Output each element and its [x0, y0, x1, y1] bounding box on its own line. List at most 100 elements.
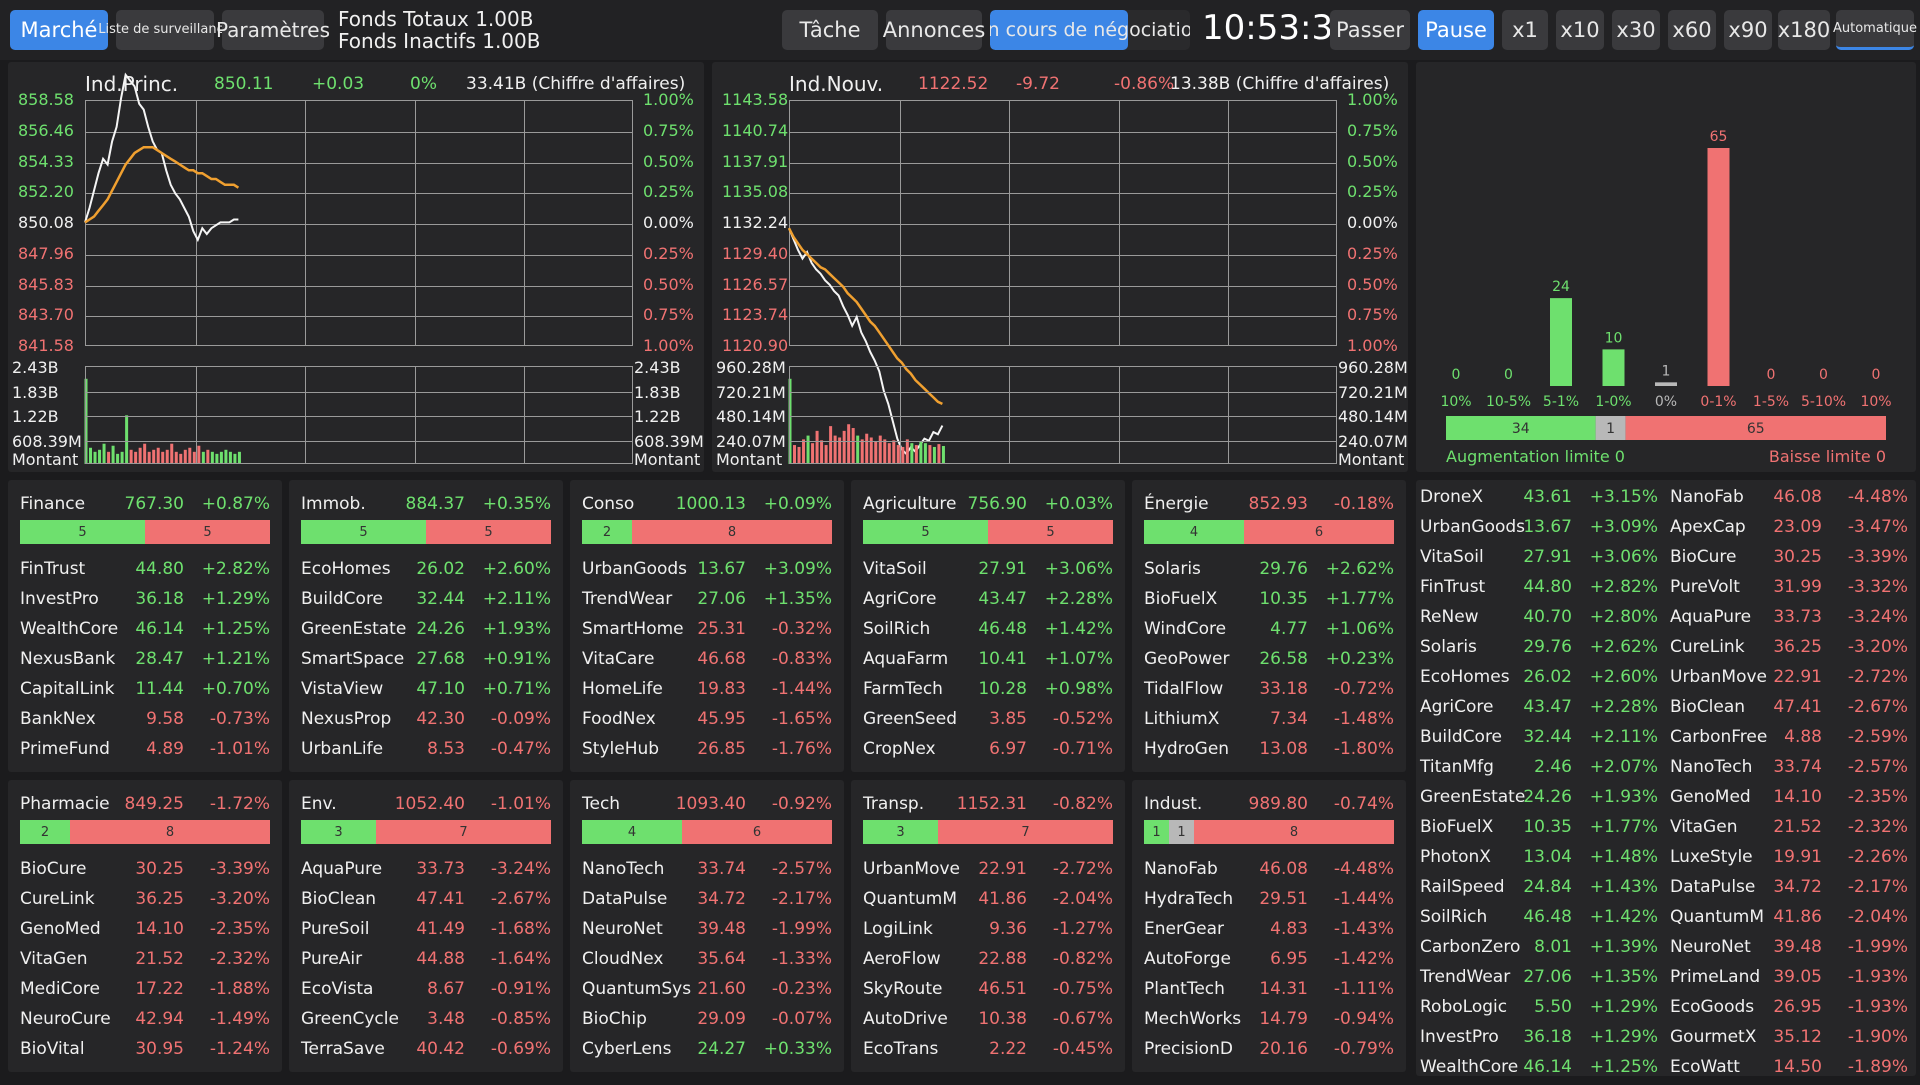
gainer-row[interactable]: GreenEstate 24.26 +1.93% — [1420, 787, 1658, 815]
stock-row[interactable]: VistaView 47.10 +0.71% — [301, 679, 551, 707]
stock-row[interactable]: VitaSoil 27.91 +3.06% — [863, 559, 1113, 587]
stock-row[interactable]: UrbanGoods 13.67 +3.09% — [582, 559, 832, 587]
stock-row[interactable]: SkyRoute 46.51 -0.75% — [863, 979, 1113, 1007]
gainer-row[interactable]: BuildCore 32.44 +2.11% — [1420, 727, 1658, 755]
gainer-row[interactable]: WealthCore 46.14 +1.25% — [1420, 1057, 1658, 1085]
gainer-row[interactable]: DroneX 43.61 +3.15% — [1420, 487, 1658, 515]
pause-button[interactable]: Pause — [1418, 10, 1494, 50]
stock-row[interactable]: BioVital 30.95 -1.24% — [20, 1039, 270, 1067]
stock-row[interactable]: SmartSpace 27.68 +0.91% — [301, 649, 551, 677]
stock-row[interactable]: HomeLife 19.83 -1.44% — [582, 679, 832, 707]
stock-row[interactable]: PrecisionD 20.16 -0.79% — [1144, 1039, 1394, 1067]
loser-row[interactable]: QuantumM 41.86 -2.04% — [1670, 907, 1908, 935]
gainer-row[interactable]: FinTrust 44.80 +2.82% — [1420, 577, 1658, 605]
loser-row[interactable]: PrimeLand 39.05 -1.93% — [1670, 967, 1908, 995]
stock-row[interactable]: CloudNex 35.64 -1.33% — [582, 949, 832, 977]
stock-row[interactable]: NanoFab 46.08 -4.48% — [1144, 859, 1394, 887]
task-button[interactable]: Tâche — [782, 10, 878, 50]
stock-row[interactable]: AutoForge 6.95 -1.42% — [1144, 949, 1394, 977]
stock-row[interactable]: PureSoil 41.49 -1.68% — [301, 919, 551, 947]
stock-row[interactable]: TidalFlow 33.18 -0.72% — [1144, 679, 1394, 707]
stock-row[interactable]: AgriCore 43.47 +2.28% — [863, 589, 1113, 617]
stock-row[interactable]: QuantumSys 21.60 -0.23% — [582, 979, 832, 1007]
loser-row[interactable]: EcoGoods 26.95 -1.93% — [1670, 997, 1908, 1025]
stock-row[interactable]: UrbanLife 8.53 -0.47% — [301, 739, 551, 767]
stock-row[interactable]: LithiumX 7.34 -1.48% — [1144, 709, 1394, 737]
sector-panel-nergie[interactable]: Énergie 852.93 -0.18% 4 6 Solaris 29.76 +2.62% B… — [1132, 480, 1406, 772]
stock-row[interactable]: BuildCore 32.44 +2.11% — [301, 589, 551, 617]
stock-row[interactable]: SoilRich 46.48 +1.42% — [863, 619, 1113, 647]
stock-row[interactable]: DataPulse 34.72 -2.17% — [582, 889, 832, 917]
stock-row[interactable]: CyberLens 24.27 +0.33% — [582, 1039, 832, 1067]
loser-row[interactable]: GourmetX 35.12 -1.90% — [1670, 1027, 1908, 1055]
loser-row[interactable]: NeuroNet 39.48 -1.99% — [1670, 937, 1908, 965]
gainer-row[interactable]: PhotonX 13.04 +1.48% — [1420, 847, 1658, 875]
speed-x60-button[interactable]: x60 — [1668, 10, 1716, 50]
stock-row[interactable]: EcoTrans 2.22 -0.45% — [863, 1039, 1113, 1067]
stock-row[interactable]: VitaCare 46.68 -0.83% — [582, 649, 832, 677]
loser-row[interactable]: NanoTech 33.74 -2.57% — [1670, 757, 1908, 785]
stock-row[interactable]: HydraTech 29.51 -1.44% — [1144, 889, 1394, 917]
loser-row[interactable]: UrbanMove 22.91 -2.72% — [1670, 667, 1908, 695]
sector-panel-indust[interactable]: Indust. 989.80 -0.74% 1 1 8 NanoFab 46.08 -4.48%… — [1132, 780, 1406, 1072]
stock-row[interactable]: FinTrust 44.80 +2.82% — [20, 559, 270, 587]
gainer-row[interactable]: RoboLogic 5.50 +1.29% — [1420, 997, 1658, 1025]
sector-panel-agriculture[interactable]: Agriculture 756.90 +0.03% 5 5 VitaSoil 27.91 +3… — [851, 480, 1125, 772]
stock-row[interactable]: GreenSeed 3.85 -0.52% — [863, 709, 1113, 737]
stock-row[interactable]: CureLink 36.25 -3.20% — [20, 889, 270, 917]
stock-row[interactable]: NexusProp 42.30 -0.09% — [301, 709, 551, 737]
gainer-row[interactable]: AgriCore 43.47 +2.28% — [1420, 697, 1658, 725]
stock-row[interactable]: EcoVista 8.67 -0.91% — [301, 979, 551, 1007]
stock-row[interactable]: SmartHome 25.31 -0.32% — [582, 619, 832, 647]
stock-row[interactable]: BioFuelX 10.35 +1.77% — [1144, 589, 1394, 617]
stock-row[interactable]: CapitalLink 11.44 +0.70% — [20, 679, 270, 707]
sector-panel-tech[interactable]: Tech 1093.40 -0.92% 4 6 NanoTech 33.74 -2.57% Da… — [570, 780, 844, 1072]
speed-x180-button[interactable]: x180 — [1778, 10, 1830, 50]
stock-row[interactable]: TerraSave 40.42 -0.69% — [301, 1039, 551, 1067]
loser-row[interactable]: LuxeStyle 19.91 -2.26% — [1670, 847, 1908, 875]
watchlist-tab-button[interactable]: Liste de surveillance — [98, 10, 232, 50]
gainer-row[interactable]: VitaSoil 27.91 +3.06% — [1420, 547, 1658, 575]
market-tab-button[interactable]: Marché — [10, 10, 108, 50]
stock-row[interactable]: TrendWear 27.06 +1.35% — [582, 589, 832, 617]
speed-x90-button[interactable]: x90 — [1724, 10, 1772, 50]
gainer-row[interactable]: InvestPro 36.18 +1.29% — [1420, 1027, 1658, 1055]
sector-panel-immob[interactable]: Immob. 884.37 +0.35% 5 5 EcoHomes 26.02 +2.60% B… — [289, 480, 563, 772]
speed-x10-button[interactable]: x10 — [1556, 10, 1604, 50]
speed-x1-button[interactable]: x1 — [1502, 10, 1548, 50]
stock-row[interactable]: GreenCycle 3.48 -0.85% — [301, 1009, 551, 1037]
speed-x30-button[interactable]: x30 — [1612, 10, 1660, 50]
stock-row[interactable]: AquaPure 33.73 -3.24% — [301, 859, 551, 887]
stock-row[interactable]: MediCore 17.22 -1.88% — [20, 979, 270, 1007]
stock-row[interactable]: InvestPro 36.18 +1.29% — [20, 589, 270, 617]
gainer-row[interactable]: BioFuelX 10.35 +1.77% — [1420, 817, 1658, 845]
stock-row[interactable]: WealthCore 46.14 +1.25% — [20, 619, 270, 647]
loser-row[interactable]: DataPulse 34.72 -2.17% — [1670, 877, 1908, 905]
stock-row[interactable]: NeuroCure 42.94 -1.49% — [20, 1009, 270, 1037]
gainer-row[interactable]: UrbanGoods 13.67 +3.09% — [1420, 517, 1658, 545]
stock-row[interactable]: FoodNex 45.95 -1.65% — [582, 709, 832, 737]
auto-button[interactable]: Automatique — [1833, 10, 1917, 50]
loser-row[interactable]: EcoWatt 14.50 -1.89% — [1670, 1057, 1908, 1085]
loser-row[interactable]: GenoMed 14.10 -2.35% — [1670, 787, 1908, 815]
loser-row[interactable]: CureLink 36.25 -3.20% — [1670, 637, 1908, 665]
loser-row[interactable]: CarbonFree 4.88 -2.59% — [1670, 727, 1908, 755]
stock-row[interactable]: PrimeFund 4.89 -1.01% — [20, 739, 270, 767]
stock-row[interactable]: LogiLink 9.36 -1.27% — [863, 919, 1113, 947]
stock-row[interactable]: NexusBank 28.47 +1.21% — [20, 649, 270, 677]
stock-row[interactable]: HydroGen 13.08 -1.80% — [1144, 739, 1394, 767]
gainer-row[interactable]: SoilRich 46.48 +1.42% — [1420, 907, 1658, 935]
loser-row[interactable]: ApexCap 23.09 -3.47% — [1670, 517, 1908, 545]
stock-row[interactable]: QuantumM 41.86 -2.04% — [863, 889, 1113, 917]
loser-row[interactable]: BioClean 47.41 -2.67% — [1670, 697, 1908, 725]
stock-row[interactable]: NeuroNet 39.48 -1.99% — [582, 919, 832, 947]
gainer-row[interactable]: RailSpeed 24.84 +1.43% — [1420, 877, 1658, 905]
sector-panel-env[interactable]: Env. 1052.40 -1.01% 3 7 AquaPure 33.73 -3.24% Bi… — [289, 780, 563, 1072]
loser-row[interactable]: VitaGen 21.52 -2.32% — [1670, 817, 1908, 845]
stock-row[interactable]: UrbanMove 22.91 -2.72% — [863, 859, 1113, 887]
news-button[interactable]: Annonces — [883, 10, 985, 50]
stock-row[interactable]: BioChip 29.09 -0.07% — [582, 1009, 832, 1037]
sector-panel-conso[interactable]: Conso 1000.13 +0.09% 2 8 UrbanGoods 13.67 +3.09… — [570, 480, 844, 772]
sector-panel-transp[interactable]: Transp. 1152.31 -0.82% 3 7 UrbanMove 22.91 -2.7… — [851, 780, 1125, 1072]
stock-row[interactable]: PureAir 44.88 -1.64% — [301, 949, 551, 977]
